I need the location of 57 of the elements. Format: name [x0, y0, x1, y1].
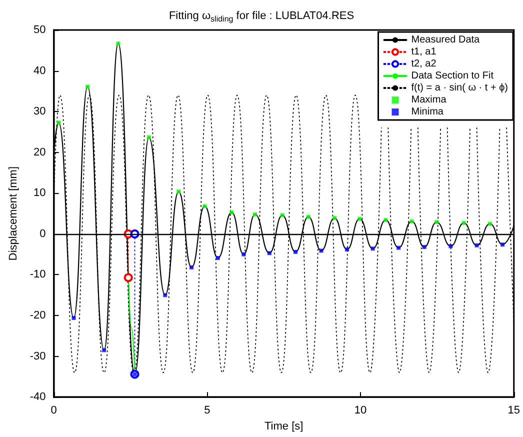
y-tick-label: -40 — [30, 391, 46, 404]
legend-label: t1, a1 — [411, 46, 437, 58]
y-tick-label: 50 — [34, 24, 46, 36]
legend-label: Minima — [411, 106, 444, 118]
point — [124, 273, 133, 282]
point — [190, 265, 194, 270]
point — [345, 247, 350, 252]
point — [422, 244, 426, 249]
x-tick-label: 5 — [204, 404, 210, 417]
point — [56, 120, 61, 125]
x-tick-label: 15 — [508, 404, 520, 417]
point — [176, 190, 181, 194]
point — [280, 213, 284, 218]
point — [146, 135, 151, 140]
point — [102, 348, 106, 352]
point — [116, 41, 120, 46]
point — [306, 214, 310, 219]
point — [242, 252, 246, 256]
x-tick-label: 0 — [50, 404, 57, 417]
point — [396, 246, 401, 250]
point — [319, 248, 324, 253]
point — [267, 251, 272, 256]
x-axis-title: Time [s] — [264, 420, 304, 432]
legend-label: f(t) = a · sin( ω · t + ϕ) — [411, 82, 508, 94]
point — [434, 220, 439, 224]
point — [230, 210, 234, 214]
point — [384, 218, 388, 222]
point — [500, 242, 505, 247]
y-tick-label: 20 — [34, 146, 46, 158]
point — [216, 256, 220, 260]
point — [293, 250, 298, 254]
y-tick-label: -30 — [30, 350, 46, 362]
point — [163, 293, 168, 298]
point — [202, 204, 207, 208]
legend-label: Measured Data — [411, 34, 480, 46]
legend-label: Maxima — [411, 94, 447, 106]
y-tick-label: 30 — [34, 106, 46, 118]
x-tick-label: 10 — [354, 404, 367, 417]
y-axis-title: Displacement [mm] — [8, 166, 20, 261]
point — [253, 212, 258, 216]
point — [332, 216, 336, 220]
point — [474, 243, 479, 248]
legend-label: Data Section to Fit — [411, 70, 494, 82]
y-tick-label: 40 — [34, 64, 46, 77]
point — [358, 216, 362, 221]
point — [488, 222, 492, 226]
point — [462, 220, 466, 225]
legend-label: t2, a2 — [411, 58, 437, 70]
point — [370, 246, 375, 251]
y-tick-label: -10 — [30, 268, 46, 281]
point — [410, 219, 414, 224]
y-tick-label: 0 — [40, 228, 46, 240]
y-tick-label: -20 — [30, 310, 46, 322]
point — [448, 244, 453, 248]
point — [72, 316, 76, 320]
point — [86, 84, 90, 89]
y-tick-label: 10 — [34, 187, 46, 200]
